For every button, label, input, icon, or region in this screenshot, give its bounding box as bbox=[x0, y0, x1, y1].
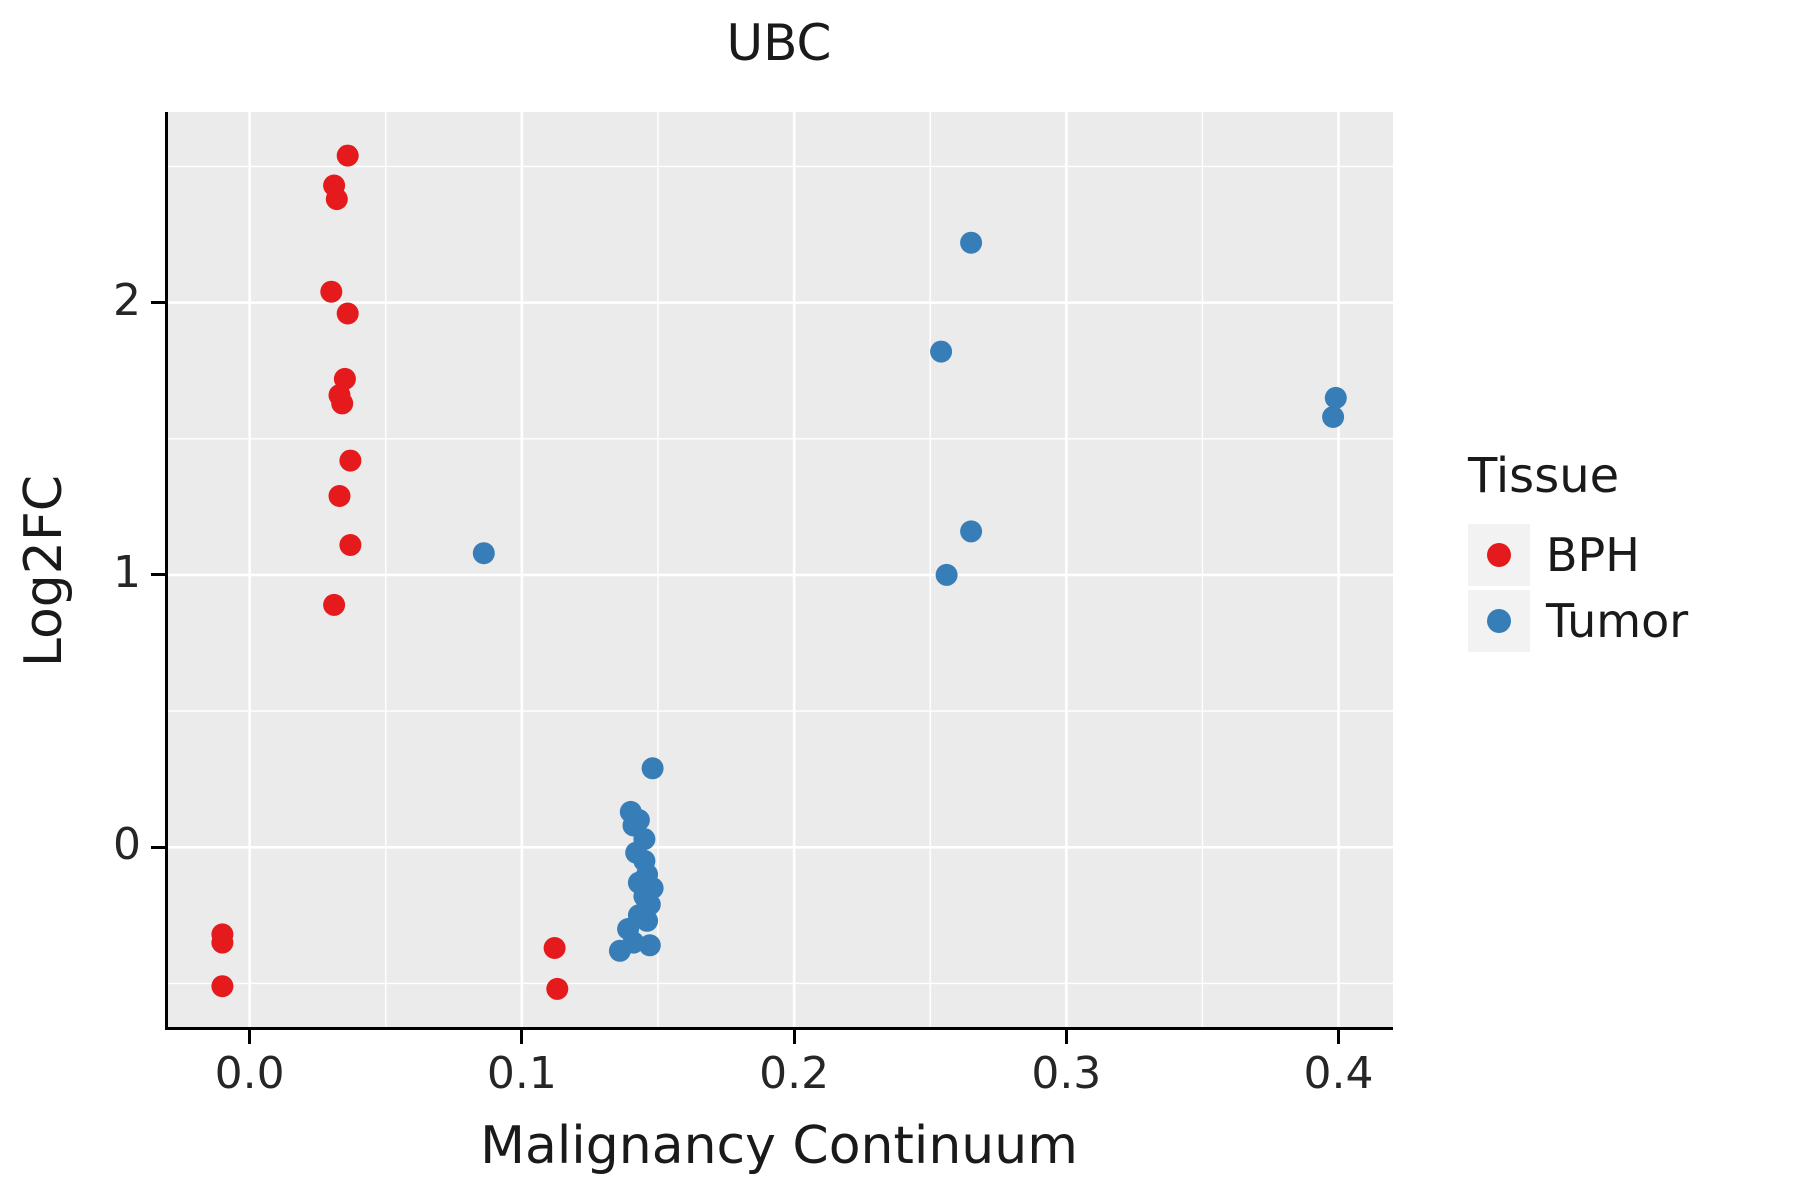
data-point-bph bbox=[323, 593, 346, 616]
data-point-bph bbox=[339, 534, 362, 556]
y-tick-label: 2 bbox=[113, 274, 141, 326]
x-tick bbox=[792, 1030, 796, 1044]
y-tick bbox=[151, 573, 165, 577]
data-point-tumor bbox=[608, 939, 631, 962]
data-point-bph bbox=[328, 485, 351, 507]
legend-dot-tumor-icon bbox=[1487, 609, 1511, 633]
y-tick bbox=[151, 301, 165, 305]
data-point-bph bbox=[320, 280, 343, 303]
data-point-bph bbox=[331, 392, 354, 415]
data-point-tumor bbox=[960, 231, 983, 254]
legend-item-tumor: Tumor bbox=[1468, 590, 1688, 652]
plot-canvas bbox=[168, 112, 1393, 1027]
y-tick-label: 0 bbox=[113, 819, 141, 871]
legend-key bbox=[1468, 524, 1530, 586]
data-point-tumor bbox=[472, 542, 495, 565]
legend-label-tumor: Tumor bbox=[1546, 594, 1689, 648]
data-point-bph bbox=[211, 931, 234, 954]
data-point-tumor bbox=[1322, 406, 1345, 428]
data-point-bph bbox=[339, 449, 362, 472]
x-tick-label: 0.0 bbox=[214, 1048, 285, 1099]
x-tick-label: 0.3 bbox=[1031, 1048, 1102, 1099]
data-point-tumor bbox=[638, 934, 661, 957]
legend-key bbox=[1468, 590, 1530, 652]
data-point-bph bbox=[211, 975, 234, 998]
legend-dot-bph-icon bbox=[1487, 543, 1511, 567]
x-tick bbox=[1064, 1030, 1068, 1044]
data-point-bph bbox=[325, 188, 348, 211]
x-tick bbox=[1337, 1030, 1341, 1044]
data-point-bph bbox=[336, 144, 359, 167]
data-point-tumor bbox=[930, 340, 953, 363]
x-axis-label: Malignancy Continuum bbox=[480, 1116, 1078, 1176]
chart-title: UBC bbox=[726, 14, 832, 72]
data-point-tumor bbox=[636, 909, 659, 932]
data-point-tumor bbox=[1324, 386, 1347, 409]
x-tick-label: 0.1 bbox=[486, 1048, 557, 1099]
legend-item-bph: BPH bbox=[1468, 524, 1688, 586]
y-tick bbox=[151, 845, 165, 849]
legend-label-bph: BPH bbox=[1546, 528, 1640, 582]
data-point-bph bbox=[546, 977, 569, 1000]
data-point-tumor bbox=[935, 563, 958, 586]
data-point-tumor bbox=[641, 757, 664, 780]
data-point-tumor bbox=[960, 520, 983, 543]
plot-panel bbox=[165, 112, 1393, 1030]
y-tick-label: 1 bbox=[113, 546, 141, 598]
x-tick bbox=[248, 1030, 252, 1044]
x-tick-label: 0.4 bbox=[1303, 1048, 1374, 1099]
x-tick-label: 0.2 bbox=[759, 1048, 830, 1099]
data-point-bph bbox=[543, 937, 566, 959]
legend: Tissue BPH Tumor bbox=[1468, 448, 1688, 656]
legend-title: Tissue bbox=[1468, 448, 1620, 504]
x-tick bbox=[520, 1030, 524, 1044]
data-point-bph bbox=[336, 302, 359, 325]
